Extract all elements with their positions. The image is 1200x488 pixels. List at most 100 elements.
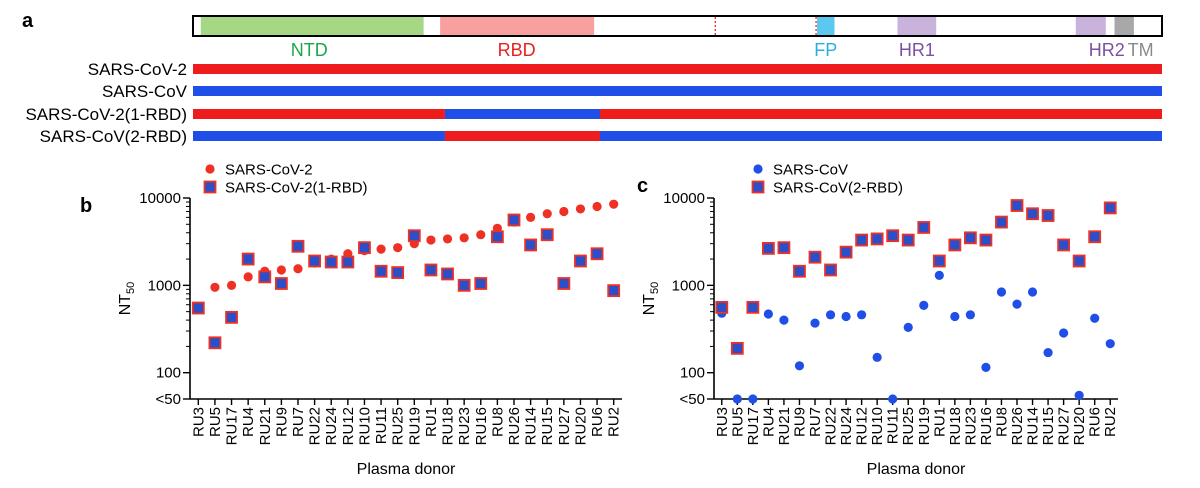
data-point-square xyxy=(291,239,305,253)
construct-segment xyxy=(193,109,445,119)
x-tick-label: RU21 xyxy=(776,407,793,445)
legend-marker-circle xyxy=(205,164,215,174)
data-point-square xyxy=(258,270,272,284)
data-point-square xyxy=(274,277,288,290)
data-point-square xyxy=(808,250,822,264)
x-tick-label: RU20 xyxy=(572,407,589,445)
data-point-square xyxy=(191,301,205,315)
x-tick-label: RU19 xyxy=(406,407,423,445)
data-point-circle xyxy=(559,206,569,217)
data-point-square xyxy=(341,255,355,269)
data-point-square xyxy=(308,254,322,268)
x-tick-label: RU8 xyxy=(489,407,506,437)
x-tick-label: RU14 xyxy=(1025,407,1042,445)
x-tick-label: RU2 xyxy=(1102,407,1119,437)
data-point-circle xyxy=(919,300,929,310)
legend-marker-circle xyxy=(753,164,763,174)
data-point-circle xyxy=(981,362,991,373)
x-tick-label: RU25 xyxy=(900,407,917,445)
legend-label: SARS-CoV(2-RBD) xyxy=(773,180,903,197)
domain-block-hr1 xyxy=(897,17,937,35)
data-point-square xyxy=(1041,209,1055,222)
x-tick-label: RU8 xyxy=(993,407,1010,437)
y-axis-label: NT50 xyxy=(117,282,137,316)
x-tick-label: RU4 xyxy=(760,407,777,437)
x-tick-label: RU18 xyxy=(947,407,964,445)
spike-domain-schematic: NTD RBD FP HR1 HR2 TM xyxy=(192,15,1163,60)
data-point-circle xyxy=(950,311,960,322)
construct-label: SARS-CoV-2 xyxy=(88,60,187,79)
domain-block-tm xyxy=(1114,17,1134,35)
data-point-circle xyxy=(1012,299,1022,309)
data-point-square xyxy=(995,215,1008,229)
x-tick-label: RU24 xyxy=(323,407,340,445)
data-point-square xyxy=(441,267,454,281)
construct-segment xyxy=(193,131,445,141)
y-tick-label: 10000 xyxy=(139,190,181,207)
domain-label-rbd: RBD xyxy=(498,40,536,60)
x-tick-label: RU6 xyxy=(589,407,606,437)
data-point-square xyxy=(241,252,255,266)
data-point-square xyxy=(793,264,806,278)
y-axis-label: NT50 xyxy=(641,282,661,316)
data-point-square xyxy=(208,336,222,350)
construct-segment xyxy=(193,64,1162,74)
x-tick-label: RU24 xyxy=(838,407,855,445)
x-tick-label: RU3 xyxy=(190,407,207,437)
x-tick-label: RU15 xyxy=(1040,407,1057,445)
x-tick-label: RU26 xyxy=(1009,407,1026,445)
panel-a-label: a xyxy=(22,10,34,32)
panel-b-label: b xyxy=(80,195,92,217)
data-point-square xyxy=(524,238,538,252)
x-tick-label: RU5 xyxy=(207,407,224,437)
x-tick-label: RU11 xyxy=(885,407,902,444)
x-tick-label: RU21 xyxy=(257,407,274,445)
legend-label: SARS-CoV xyxy=(773,162,848,179)
x-tick-label: RU19 xyxy=(916,407,933,445)
data-point-circle xyxy=(857,310,867,320)
data-point-circle xyxy=(459,233,469,243)
domain-block-ntd xyxy=(200,17,424,35)
data-point-square xyxy=(424,263,438,277)
domain-block-fp xyxy=(817,17,835,35)
data-point-circle xyxy=(542,209,552,219)
legend-label: SARS-CoV-2 xyxy=(225,162,313,179)
x-tick-label: RU9 xyxy=(791,407,808,437)
data-point-circle xyxy=(965,310,975,320)
data-point-square xyxy=(746,300,760,314)
construct-segment xyxy=(444,109,600,119)
construct-bars: SARS-CoV-2 SARS-CoV SARS-CoV-2(1-RBD) SARS-… xyxy=(25,60,1162,146)
data-point-circle xyxy=(996,287,1007,297)
data-point-square xyxy=(917,221,931,234)
data-point-square xyxy=(1026,207,1039,221)
y-tick-label: 1000 xyxy=(672,277,705,294)
data-point-circle xyxy=(1090,313,1100,323)
data-point-square xyxy=(407,229,421,243)
x-tick-label: RU14 xyxy=(523,407,540,445)
data-point-circle xyxy=(841,311,851,322)
data-point-square xyxy=(374,264,388,278)
y-tick-label: 10000 xyxy=(663,190,705,207)
data-point-square xyxy=(607,284,621,298)
data-point-square xyxy=(391,266,405,279)
x-tick-label: RU16 xyxy=(473,407,490,445)
x-tick-label: RU10 xyxy=(869,407,886,445)
data-point-square xyxy=(590,247,604,261)
data-point-square xyxy=(490,230,504,244)
data-point-circle xyxy=(903,322,913,333)
y-tick-label: <50 xyxy=(680,391,705,408)
x-tick-label: RU27 xyxy=(556,407,573,445)
data-point-square xyxy=(932,254,946,268)
x-tick-label: RU22 xyxy=(307,407,324,445)
data-point-square xyxy=(948,238,962,252)
domain-label-hr2: HR2 xyxy=(1089,40,1125,60)
data-point-square xyxy=(886,229,900,243)
data-point-square xyxy=(474,277,488,290)
x-tick-label: RU5 xyxy=(729,407,746,437)
x-tick-label: RU1 xyxy=(423,407,440,437)
x-tick-label: RU10 xyxy=(356,407,373,445)
construct-segment xyxy=(599,131,1162,141)
x-tick-label: RU18 xyxy=(440,407,457,445)
data-point-circle xyxy=(393,243,403,253)
